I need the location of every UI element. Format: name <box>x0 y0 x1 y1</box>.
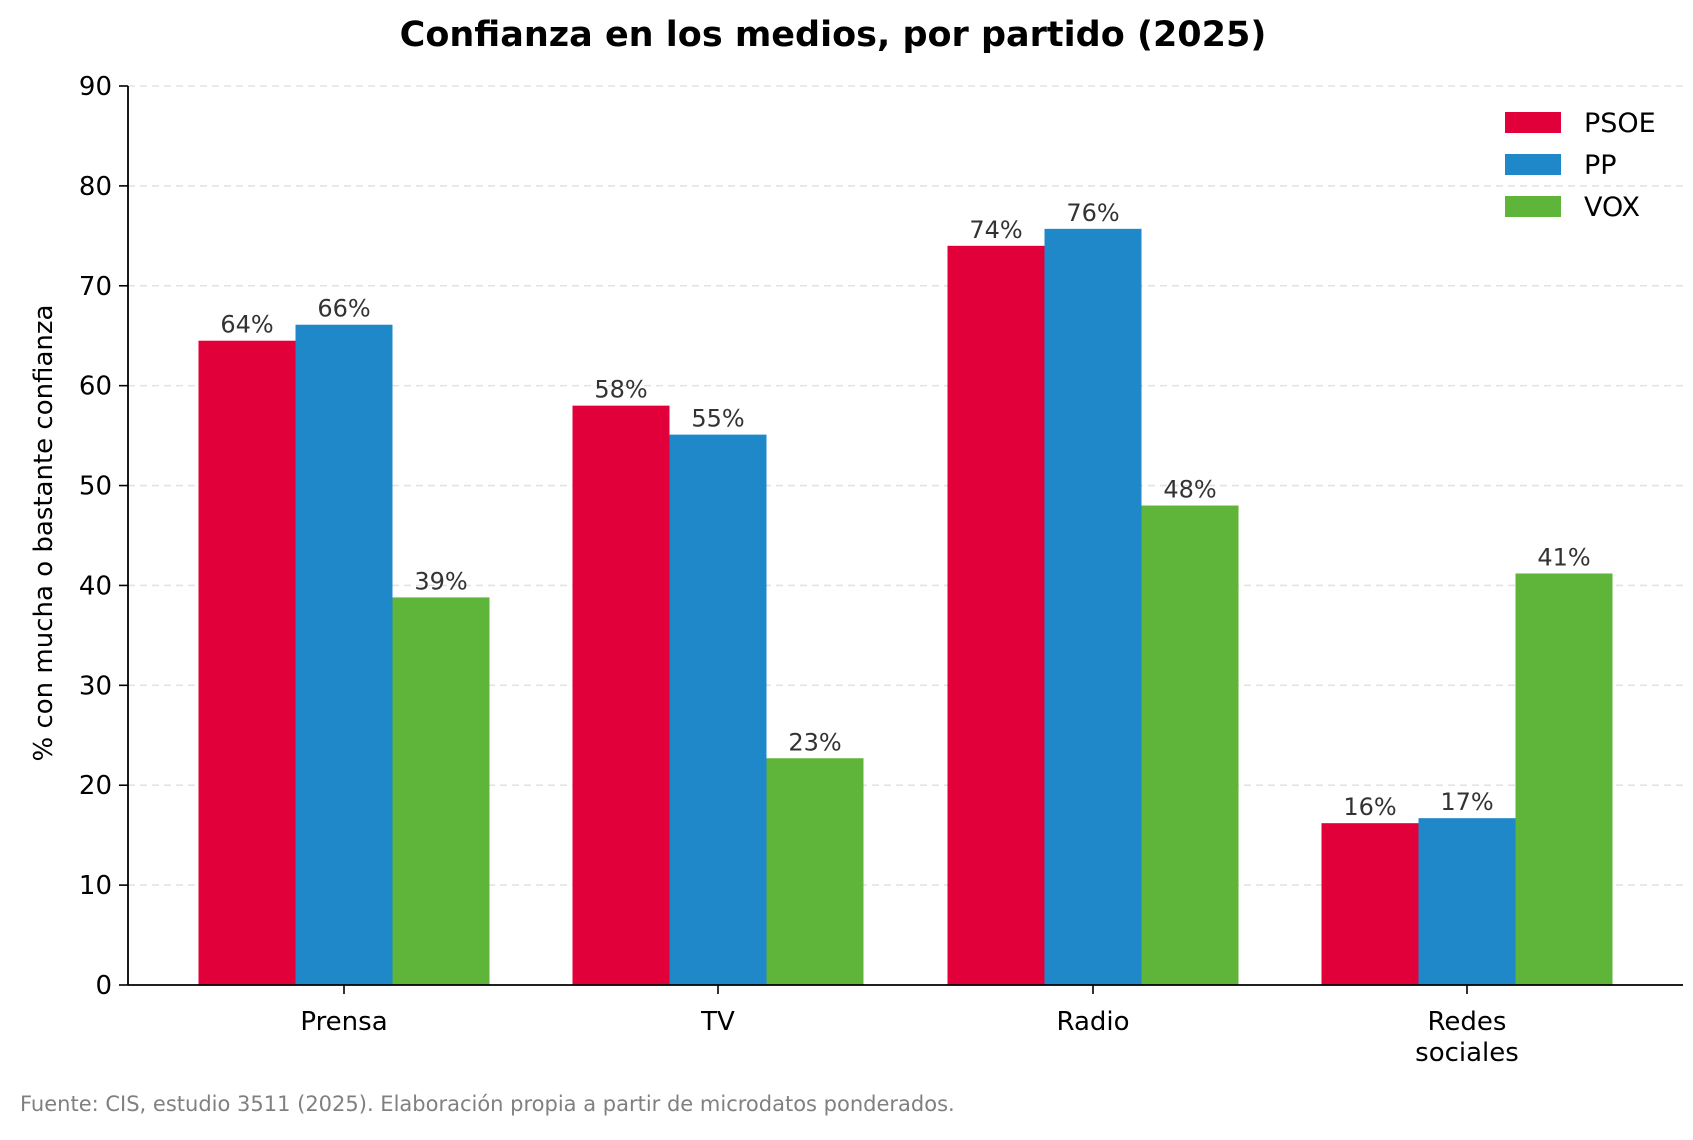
x-tick-label: Radio <box>1056 1007 1129 1037</box>
y-tick-label: 50 <box>79 472 112 502</box>
bar-pp-1 <box>669 434 767 986</box>
data-label: 16% <box>1343 793 1396 821</box>
bar-psoe-3 <box>1321 823 1419 985</box>
data-label: 41% <box>1537 543 1590 571</box>
x-tick-label: TV <box>700 1007 735 1037</box>
data-label: 76% <box>1066 199 1119 227</box>
data-label: 55% <box>691 405 744 433</box>
legend-label-vox: VOX <box>1584 192 1640 223</box>
data-label: 17% <box>1440 788 1493 816</box>
y-tick-label: 0 <box>95 971 112 1001</box>
y-tick-label: 20 <box>79 771 112 801</box>
x-tick-label: Prensa <box>300 1007 387 1037</box>
legend: PSOE PP VOX <box>1505 108 1656 223</box>
bar-psoe-1 <box>572 405 670 986</box>
data-label: 39% <box>414 567 467 595</box>
bar-pp-2 <box>1044 228 1142 985</box>
legend-swatch-vox <box>1505 196 1561 217</box>
legend-label-psoe: PSOE <box>1584 108 1656 139</box>
bar-vox-3 <box>1515 573 1613 985</box>
y-tick-label: 30 <box>79 671 112 701</box>
data-label: 74% <box>969 216 1022 244</box>
bar-vox-2 <box>1141 505 1239 985</box>
data-label: 23% <box>788 728 841 756</box>
y-tick-label: 80 <box>79 172 112 202</box>
bar-pp-3 <box>1418 818 1516 985</box>
legend-swatch-psoe <box>1505 112 1561 133</box>
legend-label-pp: PP <box>1584 150 1617 181</box>
y-tick-label: 10 <box>79 871 112 901</box>
legend-swatch-pp <box>1505 154 1561 175</box>
y-axis-label: % con mucha o bastante confianza <box>29 305 59 762</box>
bar-vox-1 <box>766 758 864 985</box>
y-ticks: 0 10 20 30 40 50 60 70 80 90 <box>79 72 128 1001</box>
data-label: 66% <box>317 295 370 323</box>
y-tick-label: 90 <box>79 72 112 102</box>
bar-pp-0 <box>295 324 393 985</box>
y-tick-label: 60 <box>79 372 112 402</box>
chart-title: Confianza en los medios, por partido (20… <box>400 15 1267 55</box>
bar-vox-0 <box>392 597 490 985</box>
bars <box>198 228 1613 986</box>
x-tick-label: Redes sociales <box>1415 1007 1519 1068</box>
data-labels: 64% 58% 74% 16% 66% 55% 76% 17% 39% 23% 48% 41% <box>220 199 1590 821</box>
data-label: 48% <box>1163 476 1216 504</box>
source-note: Fuente: CIS, estudio 3511 (2025). Elabor… <box>20 1092 955 1116</box>
y-tick-label: 70 <box>79 272 112 302</box>
data-label: 64% <box>220 311 273 339</box>
y-tick-label: 40 <box>79 571 112 601</box>
bar-psoe-2 <box>947 245 1045 986</box>
data-label: 58% <box>594 376 647 404</box>
axes <box>127 86 1683 986</box>
bar-psoe-0 <box>198 340 296 985</box>
x-ticks: Prensa TV Radio Redes sociales <box>300 985 1519 1068</box>
